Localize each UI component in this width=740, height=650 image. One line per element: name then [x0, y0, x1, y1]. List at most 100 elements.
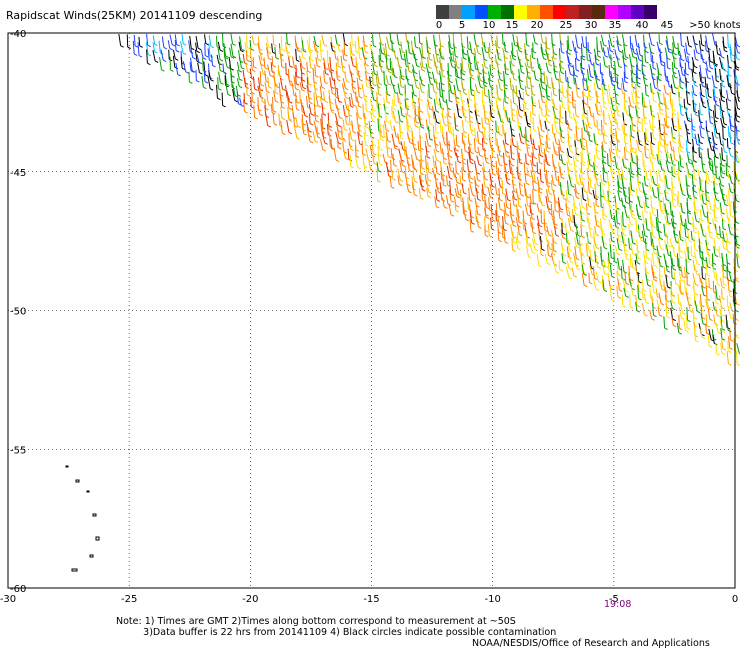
- wind-barb: [623, 146, 626, 159]
- wind-barb: [574, 57, 577, 70]
- wind-barb-feather: [429, 123, 433, 126]
- wind-barb-feather: [594, 165, 599, 168]
- wind-barb: [607, 84, 611, 98]
- wind-barb-feather: [601, 183, 606, 186]
- wind-barb: [669, 251, 673, 265]
- wind-barb: [467, 169, 471, 178]
- wind-barb-feather: [331, 147, 335, 151]
- wind-barb: [610, 134, 614, 144]
- wind-barb: [699, 118, 703, 128]
- wind-barb-feather: [455, 128, 459, 132]
- wind-barb: [315, 47, 319, 60]
- wind-barb: [566, 89, 570, 102]
- wind-barb-feather: [672, 318, 676, 322]
- wind-barb-feather: [688, 222, 692, 225]
- wind-barb-feather: [512, 249, 516, 252]
- lon-tick-label: 0: [732, 594, 738, 605]
- wind-barb: [497, 215, 501, 228]
- wind-barb-feather: [532, 170, 537, 173]
- wind-barb-feather: [546, 47, 551, 50]
- wind-barb-feather: [581, 55, 586, 58]
- wind-barb: [566, 148, 570, 157]
- wind-barb: [679, 183, 683, 195]
- wind-barb: [637, 43, 641, 56]
- wind-barb: [278, 70, 281, 79]
- wind-barb: [572, 70, 575, 84]
- wind-barb-feather: [629, 200, 633, 203]
- wind-barb: [427, 99, 430, 109]
- wind-barb-feather: [436, 172, 441, 176]
- wind-barb-feather: [415, 46, 419, 49]
- wind-barb-feather: [716, 177, 720, 180]
- wind-barb: [532, 139, 536, 149]
- wind-barb-feather: [632, 72, 636, 76]
- wind-barb-feather: [338, 100, 342, 104]
- wind-barb-feather: [659, 123, 663, 126]
- wind-barb: [399, 48, 403, 59]
- wind-barb: [705, 245, 709, 255]
- wind-barb-feather: [668, 48, 672, 51]
- wind-barb: [713, 209, 716, 221]
- wind-barb: [302, 104, 306, 116]
- wind-barb: [431, 71, 436, 82]
- wind-barb: [250, 97, 252, 108]
- wind-barb-feather: [721, 338, 726, 341]
- wind-barb-feather: [588, 51, 592, 54]
- wind-barb: [714, 68, 717, 81]
- wind-barb: [518, 96, 521, 110]
- wind-barb-feather: [631, 216, 636, 220]
- wind-barb: [588, 224, 592, 237]
- wind-barb-feather: [254, 117, 258, 120]
- wind-barb: [574, 183, 577, 193]
- wind-barb-feather: [731, 60, 735, 63]
- colorbar-label: 5: [458, 20, 466, 31]
- wind-barb: [377, 145, 380, 155]
- wind-barb: [648, 119, 652, 130]
- wind-barb-feather: [637, 69, 642, 72]
- wind-barb: [313, 40, 316, 51]
- colorbar-label: 40: [635, 20, 649, 31]
- wind-barb: [665, 274, 668, 287]
- wind-barb-feather: [414, 180, 418, 184]
- wind-barb: [550, 180, 553, 190]
- wind-barb: [481, 131, 485, 143]
- wind-barb: [350, 92, 354, 105]
- wind-barb-feather: [727, 165, 731, 168]
- wind-barb-feather: [695, 114, 699, 117]
- wind-barb: [495, 161, 498, 175]
- wind-barb: [474, 127, 477, 141]
- wind-barb: [315, 96, 319, 106]
- wind-barb: [306, 77, 309, 91]
- wind-barb: [635, 253, 638, 263]
- wind-barb-feather: [478, 142, 482, 146]
- wind-barb: [531, 96, 534, 105]
- colorbar-label: 20: [530, 20, 544, 31]
- wind-barb: [685, 258, 688, 273]
- wind-barb-feather: [414, 71, 418, 75]
- wind-barb: [427, 162, 430, 173]
- wind-barb-feather: [387, 93, 391, 97]
- wind-barb: [383, 47, 386, 59]
- wind-barb: [725, 194, 729, 205]
- wind-barb: [652, 302, 654, 316]
- wind-barb: [418, 33, 421, 44]
- wind-barb: [418, 97, 421, 112]
- wind-barb-feather: [661, 209, 665, 212]
- wind-barb: [615, 131, 618, 141]
- wind-barb: [489, 154, 493, 166]
- wind-barb-feather: [568, 101, 572, 104]
- wind-barb-feather: [394, 147, 398, 151]
- wind-barb-feather: [205, 42, 209, 46]
- wind-barb-feather: [386, 54, 390, 57]
- wind-barb: [593, 62, 596, 76]
- wind-barb-feather: [409, 170, 413, 173]
- wind-barb-feather: [351, 53, 356, 57]
- wind-barb-feather: [197, 47, 202, 51]
- wind-barb-feather: [134, 45, 139, 48]
- wind-barb-feather: [622, 305, 626, 308]
- wind-barb: [378, 33, 382, 45]
- wind-barb-feather: [618, 43, 622, 47]
- wind-barb: [560, 40, 562, 52]
- wind-barb-feather: [709, 67, 714, 70]
- wind-barb-feather: [421, 84, 426, 87]
